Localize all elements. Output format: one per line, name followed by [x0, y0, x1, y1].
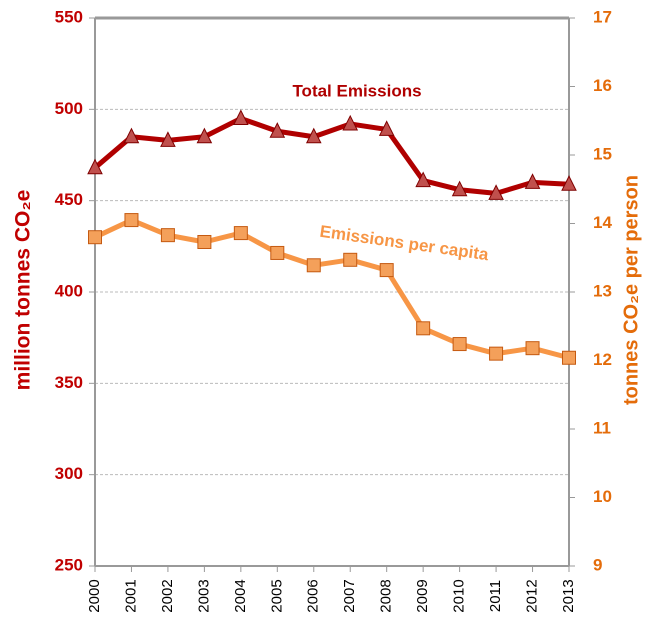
marker [452, 337, 467, 352]
marker [524, 173, 541, 189]
y2-tick-label: 11 [593, 418, 611, 437]
y2-tick-label: 13 [593, 281, 612, 300]
x-tick-label: 2001 [122, 579, 139, 612]
y2-tick-label: 10 [593, 487, 612, 506]
marker [342, 114, 359, 131]
x-tick-label: 2008 [378, 579, 395, 612]
x-tick-label: 2005 [268, 579, 285, 612]
marker [87, 158, 103, 175]
x-tick-label: 2010 [451, 579, 468, 612]
marker [160, 228, 175, 243]
y2-tick-label: 14 [593, 213, 612, 232]
marker [562, 350, 576, 365]
marker [451, 180, 468, 197]
marker [124, 213, 139, 228]
y2-tick-label: 16 [593, 76, 612, 95]
marker [197, 234, 212, 249]
marker [160, 131, 176, 147]
marker [415, 171, 431, 188]
marker [270, 245, 285, 260]
y-tick-label: 400 [55, 281, 83, 300]
y2-tick-label: 9 [593, 555, 602, 574]
y2-tick-label: 15 [593, 144, 612, 163]
marker [343, 252, 358, 267]
marker [305, 127, 322, 144]
marker [196, 127, 213, 144]
marker [233, 226, 248, 241]
y-tick-label: 450 [55, 190, 83, 209]
marker [233, 109, 249, 125]
y-axis-title: million tonnes CO₂e [12, 190, 35, 391]
x-tick-label: 2007 [341, 579, 358, 612]
series-label: Total Emissions [292, 81, 421, 100]
marker [488, 184, 504, 200]
x-tick-label: 2000 [86, 579, 103, 612]
x-tick-label: 2003 [195, 579, 212, 612]
x-tick-label: 2011 [487, 580, 504, 612]
x-tick-label: 2013 [560, 579, 577, 612]
marker [525, 341, 540, 356]
marker [269, 122, 286, 138]
y2-tick-label: 12 [593, 350, 612, 369]
y-tick-label: 250 [55, 555, 83, 574]
y2-axis-title: tonnes CO₂e per person [620, 175, 642, 405]
x-tick-label: 2004 [232, 579, 249, 612]
marker [123, 127, 140, 144]
y2-tick-label: 17 [593, 7, 612, 26]
marker [306, 258, 321, 273]
marker [379, 263, 394, 278]
marker [88, 230, 102, 245]
marker [561, 175, 577, 191]
y-tick-label: 300 [55, 464, 83, 483]
series-line [92, 115, 572, 196]
x-tick-label: 2002 [159, 579, 176, 612]
marker [416, 321, 431, 336]
marker [489, 346, 504, 361]
x-tick-label: 2012 [524, 579, 541, 612]
x-tick-label: 2009 [414, 579, 431, 612]
y-tick-label: 350 [55, 373, 83, 392]
x-tick-label: 2006 [305, 579, 322, 612]
marker [378, 120, 395, 136]
y-tick-label: 550 [55, 7, 83, 26]
y-tick-label: 500 [55, 99, 83, 118]
